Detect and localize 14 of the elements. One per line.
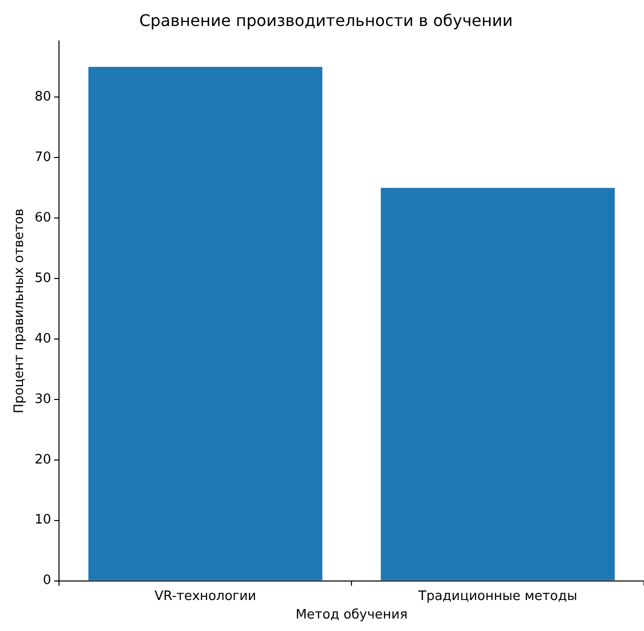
y-tick-label: 50: [34, 270, 52, 286]
y-tick-label: 30: [34, 392, 52, 407]
chart-title: Сравнение производительности в обучении: [139, 10, 513, 30]
y-axis-title: Процент правильных ответов: [12, 208, 28, 414]
y-tick-label: 10: [34, 512, 52, 528]
y-tick-label: 20: [34, 452, 52, 468]
y-tick-label: 0: [42, 573, 52, 588]
x-tick-label: Традиционные методы: [417, 588, 578, 604]
x-axis-title: Метод обучения: [296, 608, 408, 623]
y-tick-label: 60: [34, 210, 52, 226]
y-tick-label: 80: [34, 90, 52, 104]
y-tick-label: 70: [34, 150, 52, 165]
x-tick-label: VR-технологии: [154, 588, 256, 604]
y-tick-label: 40: [34, 331, 52, 346]
